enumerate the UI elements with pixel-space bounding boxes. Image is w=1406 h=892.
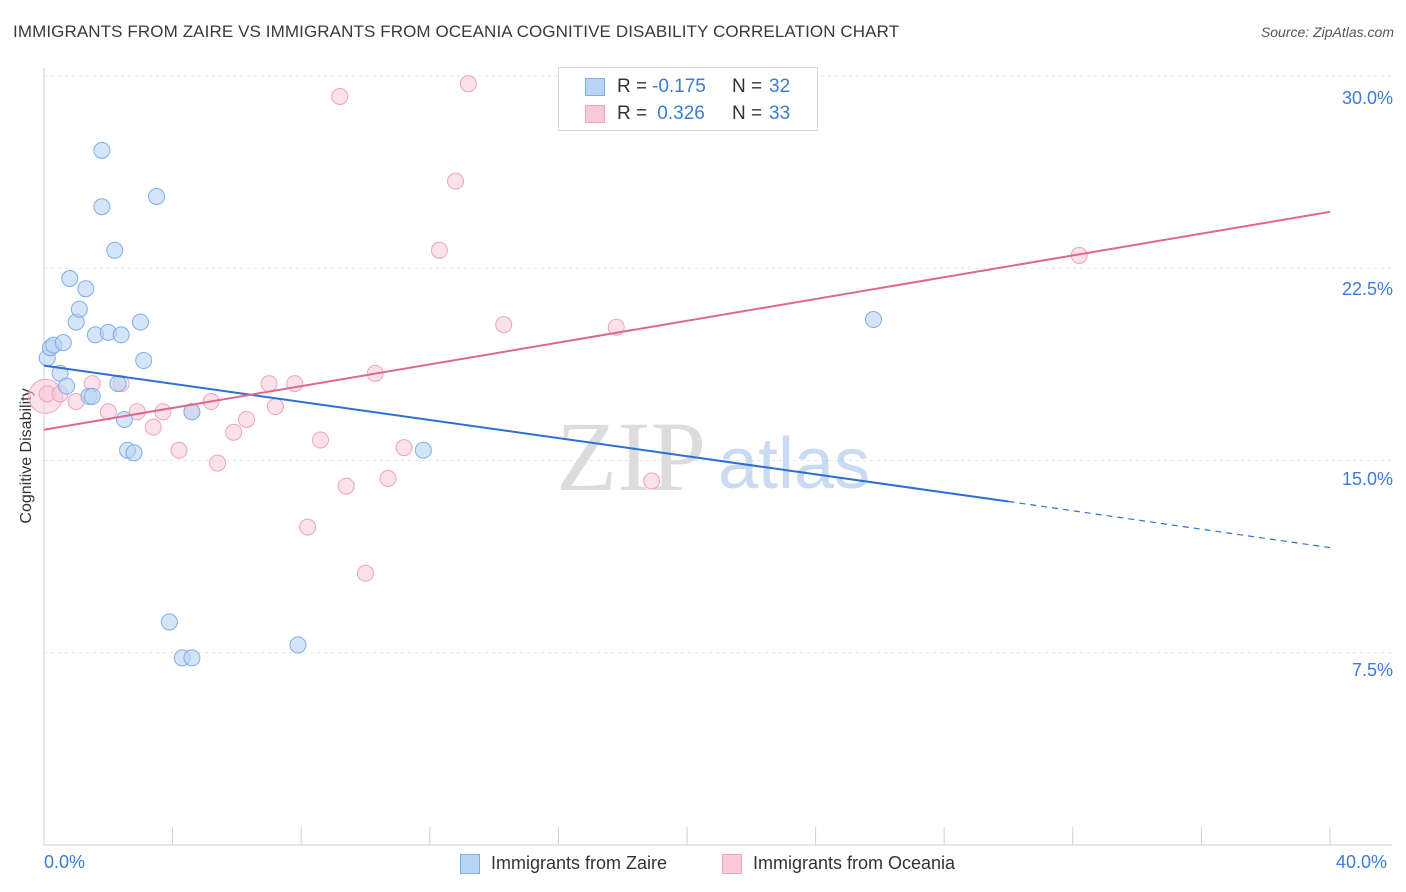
r-value: -0.175 [652,76,706,97]
zaire-point-25 [160,613,178,631]
zaire-point-14 [93,198,111,216]
x-tick-min: 0.0% [44,852,86,872]
oceania-point-14 [238,410,256,428]
zaire-legend-swatch [460,854,480,874]
oceania-trend-line [43,210,1331,431]
chart-title: IMMIGRANTS FROM ZAIRE VS IMMIGRANTS FROM… [13,22,900,41]
n-label: N = [732,76,763,97]
oceania-point-16 [266,398,284,416]
y-tick-15: 15.0% [1341,469,1393,489]
oceania-point-26 [430,241,448,259]
zaire-point-29 [289,636,307,654]
oceania-point-24 [379,469,397,487]
oceania-point-20 [331,88,349,106]
oceania-point-7 [144,418,162,436]
zaire-point-6 [61,270,79,288]
zaire-point-11 [83,387,101,405]
zaire-trend-extension [1008,500,1331,549]
zaire-point-17 [109,375,127,393]
zaire-legend-label: Immigrants from Zaire [491,853,668,873]
y-tick-7-5: 7.5% [1351,660,1393,680]
r-label: R = [617,103,648,124]
y-tick-22-5: 22.5% [1341,279,1393,299]
oceania-point-15 [260,375,278,393]
trend-lines [43,210,1331,549]
zaire-point-9 [77,280,95,298]
zaire-point-30 [414,441,432,459]
oceania-point-21 [337,477,355,495]
n-value: 33 [769,103,791,124]
series-zaire-points [38,141,882,667]
oceania-point-29 [495,316,513,334]
zaire-point-16 [106,241,124,259]
zaire-point-23 [135,352,153,370]
y-tick-30: 30.0% [1341,88,1393,108]
watermark-zip: ZIP [556,401,706,512]
zaire-point-21 [125,444,143,462]
zaire-trend-line [43,364,1009,503]
zaire-point-4 [58,377,76,395]
zaire-point-22 [131,313,149,331]
zaire-point-31 [864,311,882,329]
oceania-point-13 [225,423,243,441]
oceania-point-22 [357,564,374,582]
legend-row-zaire: R = -0.175 N = 32 [559,75,817,101]
oceania-swatch [585,105,605,123]
legend-row-oceania: R = 0.326 N = 33 [559,102,817,128]
oceania-point-18 [299,518,317,536]
grid-lines [44,75,1392,654]
oceania-point-12 [209,454,227,472]
correlation-legend: R = -0.175 N = 32 R = 0.326 N = 33 [558,67,818,131]
r-value: 0.326 [652,103,705,124]
oceania-point-19 [311,431,329,449]
oceania-legend-label: Immigrants from Oceania [753,853,956,873]
n-value: 32 [769,76,791,97]
zaire-swatch [585,78,605,96]
zaire-point-19 [115,410,133,428]
watermark: ZIP atlas [556,401,870,512]
zaire-point-5 [54,334,72,352]
source-credit: Source: ZipAtlas.com [1260,24,1394,40]
oceania-point-31 [643,472,661,490]
zaire-point-24 [148,187,166,205]
oceania-point-25 [395,439,413,457]
oceania-point-9 [170,441,188,459]
zaire-point-8 [70,300,88,318]
axes [43,68,1392,846]
oceania-point-27 [447,172,465,190]
zaire-point-13 [93,141,111,159]
oceania-point-8 [154,403,172,421]
oceania-legend-swatch [722,854,742,874]
zaire-point-27 [183,649,201,667]
series-legend: Immigrants from Zaire Immigrants from Oc… [0,852,1406,878]
oceania-point-28 [459,75,477,93]
r-label: R = [617,76,648,97]
zaire-point-18 [112,326,130,344]
x-tick-max: 40.0% [1336,852,1388,872]
n-label: N = [732,103,763,124]
